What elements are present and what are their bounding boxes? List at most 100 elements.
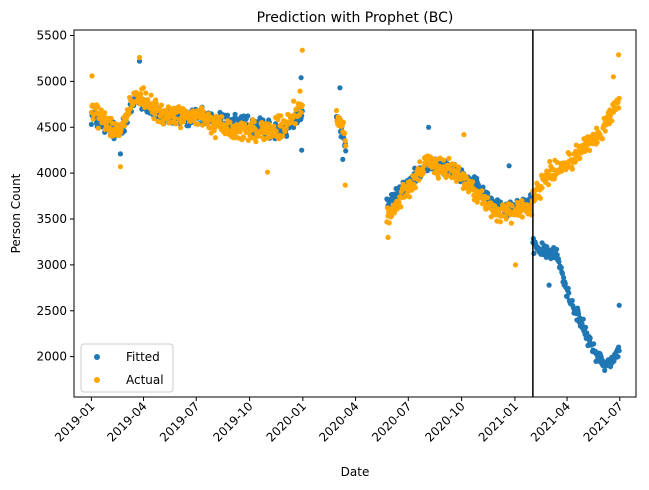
actual-point <box>219 114 225 120</box>
actual-point <box>127 106 133 112</box>
actual-point <box>195 121 201 127</box>
x-tick-label: 2019-10 <box>210 399 255 444</box>
x-tick-label: 2021-01 <box>476 399 521 444</box>
actual-point <box>292 121 298 127</box>
legend-label-fitted: Fitted <box>126 350 160 364</box>
actual-point <box>537 195 544 201</box>
fitted-point <box>117 151 123 157</box>
legend-box <box>80 343 174 393</box>
actual-point <box>102 110 108 116</box>
x-tick-label: 2020-10 <box>422 399 467 444</box>
actual-point <box>340 119 346 125</box>
fitted-point <box>611 358 617 364</box>
actual-point <box>532 196 538 202</box>
actual-point <box>509 203 515 209</box>
actual-point <box>416 177 422 183</box>
y-tick-label: 3000 <box>36 258 67 272</box>
actual-point <box>176 104 182 110</box>
actual-point <box>343 143 349 149</box>
actual-point <box>264 169 271 175</box>
actual-point <box>602 128 608 134</box>
y-tick-label: 2500 <box>36 304 67 318</box>
actual-point <box>607 113 614 119</box>
actual-point <box>563 166 569 173</box>
actual-point <box>479 188 485 194</box>
fitted-point <box>576 311 582 317</box>
fitted-point <box>579 321 585 327</box>
fitted-point <box>569 298 575 304</box>
actual-point <box>297 88 303 94</box>
actual-point <box>200 122 206 128</box>
actual-point <box>566 151 573 157</box>
x-axis-label: Date <box>341 465 370 479</box>
actual-point <box>108 115 114 121</box>
chart-title: Prediction with Prophet (BC) <box>257 10 454 26</box>
x-tick-label: 2021-04 <box>528 399 573 444</box>
actual-point <box>121 123 127 129</box>
actual-point <box>508 220 514 226</box>
x-tick-label: 2019-04 <box>104 399 149 444</box>
fitted-point <box>232 111 238 117</box>
fitted-point <box>245 113 251 119</box>
plot-frame <box>73 29 637 398</box>
actual-point <box>385 234 391 240</box>
actual-point <box>461 132 467 138</box>
actual-point <box>298 109 304 115</box>
y-axis: 2000 2500 3000 3500 4000 4500 5000 5500 <box>36 29 74 364</box>
fitted-point <box>559 271 566 277</box>
actual-point <box>299 102 305 108</box>
actual-point <box>212 135 218 141</box>
x-tick-label: 2020-01 <box>264 399 309 444</box>
y-axis-label: Person Count <box>9 173 23 253</box>
actual-point <box>241 135 247 141</box>
actual-point <box>485 195 491 201</box>
actual-point <box>143 90 149 96</box>
actual-point <box>160 121 166 127</box>
actual-point <box>342 182 348 188</box>
fitted-point <box>544 244 550 250</box>
actual-point <box>342 138 348 144</box>
actual-point <box>342 130 348 136</box>
actual-point <box>539 185 545 191</box>
actual-point <box>153 100 159 107</box>
actual-point <box>398 204 404 210</box>
fitted-point <box>561 275 567 281</box>
actual-point <box>441 157 447 163</box>
y-tick-label: 5500 <box>36 29 67 43</box>
fitted-point <box>298 75 304 81</box>
fitted-point <box>587 335 593 341</box>
actual-point <box>271 123 277 129</box>
legend-marker-actual <box>94 377 100 383</box>
y-tick-label: 4000 <box>36 166 67 180</box>
actual-point <box>616 105 622 111</box>
actual-point <box>237 129 243 135</box>
x-axis: 2019-01 2019-04 2019-07 2019-10 2020-01 2020-… <box>52 397 626 445</box>
actual-point <box>594 139 600 145</box>
actual-point <box>95 104 101 110</box>
actual-point <box>559 168 565 174</box>
actual-point <box>386 220 392 226</box>
actual-point <box>151 116 157 122</box>
actual-point <box>577 155 583 161</box>
actual-point <box>519 214 526 220</box>
actual-point <box>528 202 534 208</box>
actual-point <box>200 108 206 114</box>
actual-point <box>90 116 96 122</box>
fitted-point <box>424 168 430 174</box>
actual-point <box>178 125 184 131</box>
actual-point <box>545 182 552 188</box>
actual-point <box>569 166 575 172</box>
actual-point <box>172 115 178 121</box>
actual-point <box>585 141 592 147</box>
actual-point <box>227 119 233 125</box>
actual-point <box>136 54 143 61</box>
actual-point <box>95 125 101 131</box>
fitted-point <box>565 285 571 291</box>
actual-point <box>452 162 458 168</box>
actual-point <box>456 164 462 170</box>
actual-point <box>406 194 413 200</box>
actual-point <box>420 169 426 175</box>
actual-point <box>474 199 480 205</box>
fitted-point <box>556 259 562 265</box>
fitted-point <box>88 121 94 127</box>
